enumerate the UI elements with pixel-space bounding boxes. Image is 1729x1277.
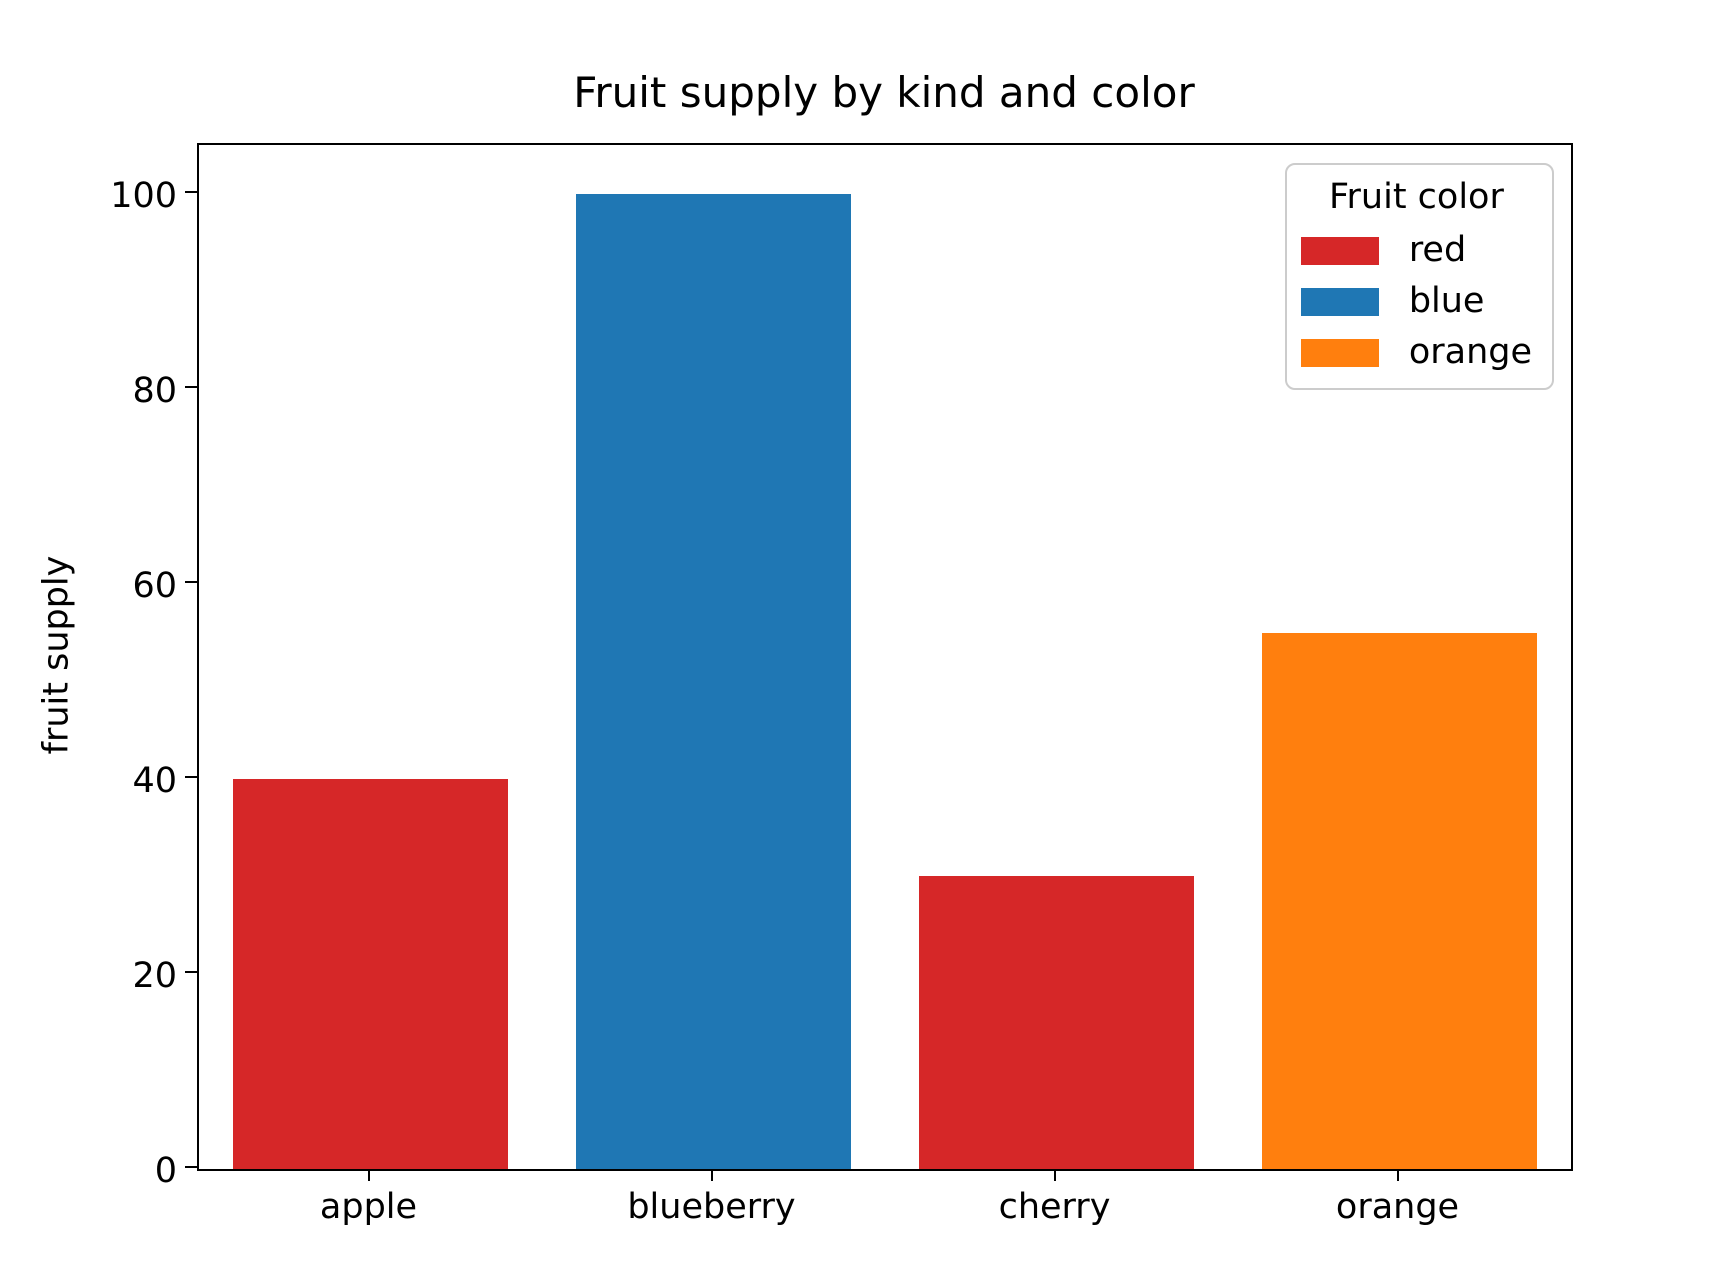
bar-orange [1262, 632, 1537, 1169]
y-tick-mark [185, 385, 197, 388]
legend-swatch-icon [1300, 287, 1379, 316]
y-tick-mark [185, 970, 197, 973]
x-tick-label-orange: orange [1335, 1187, 1460, 1227]
legend-label: blue [1408, 281, 1485, 322]
chart-title: Fruit supply by kind and color [573, 68, 1195, 117]
legend-label: red [1408, 230, 1467, 271]
x-tick-label-blueberry: blueberry [627, 1187, 796, 1227]
x-tick-label-apple: apple [319, 1187, 418, 1227]
x-tick-mark [367, 1169, 370, 1181]
plot-area: Fruit color red blue orange [197, 143, 1573, 1171]
y-tick-label: 40 [132, 760, 177, 801]
x-tick-label-cherry: cherry [998, 1187, 1111, 1227]
y-tick-label: 0 [154, 1151, 177, 1191]
legend-swatch-icon [1300, 338, 1379, 367]
bar-blueberry [576, 193, 851, 1169]
x-tick-mark [710, 1169, 713, 1181]
bar-cherry [919, 876, 1194, 1169]
bar-apple [233, 778, 508, 1169]
legend-entry-red: red [1300, 230, 1532, 271]
legend-title: Fruit color [1328, 177, 1504, 217]
y-tick-label: 80 [132, 370, 177, 411]
y-tick-label: 100 [110, 175, 177, 216]
x-tick-mark [1396, 1169, 1399, 1181]
legend-entry-orange: orange [1300, 332, 1532, 373]
y-tick-mark [185, 190, 197, 193]
y-tick-label: 20 [132, 955, 177, 996]
y-tick-mark [185, 775, 197, 778]
legend-entry-blue: blue [1300, 281, 1532, 322]
y-tick-mark [185, 1166, 197, 1168]
legend-label: orange [1408, 332, 1532, 373]
legend-entries: red blue orange [1300, 230, 1532, 373]
y-tick-mark [185, 580, 197, 583]
x-tick-mark [1053, 1169, 1056, 1181]
legend-swatch-icon [1300, 236, 1379, 265]
y-tick-label: 60 [132, 565, 177, 606]
legend: Fruit color red blue orange [1284, 163, 1554, 391]
